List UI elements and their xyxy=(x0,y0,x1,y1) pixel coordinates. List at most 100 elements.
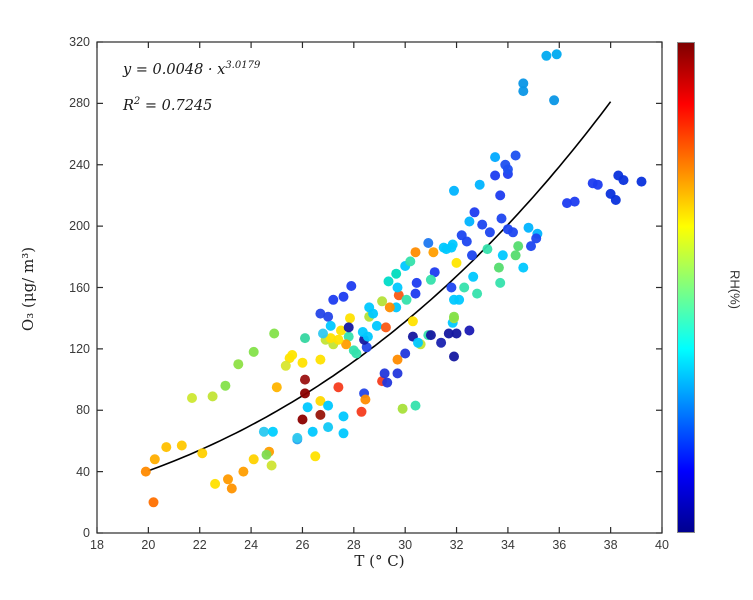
scatter-point xyxy=(477,219,488,230)
scatter-point xyxy=(315,396,326,406)
scatter-point xyxy=(307,426,318,437)
scatter-point xyxy=(459,282,470,293)
scatter-point xyxy=(461,236,472,247)
x-tick-label: 36 xyxy=(552,538,567,552)
scatter-point xyxy=(518,86,529,97)
scatter-point xyxy=(362,331,373,342)
scatter-point xyxy=(297,357,308,368)
scatter-point xyxy=(356,406,367,417)
scatter-point xyxy=(226,483,237,494)
scatter-point xyxy=(343,322,354,333)
scatter-point xyxy=(392,368,403,379)
scatter-point xyxy=(323,311,334,322)
scatter-point xyxy=(407,316,418,327)
scatter-point xyxy=(592,179,603,190)
x-tick-label: 30 xyxy=(398,538,413,552)
scatter-point xyxy=(423,238,434,248)
scatter-point xyxy=(428,247,439,258)
scatter-point xyxy=(425,330,436,341)
y-tick-label: 320 xyxy=(69,35,90,49)
scatter-point xyxy=(161,442,172,453)
scatter-point xyxy=(323,400,334,411)
x-tick-label: 20 xyxy=(141,538,156,552)
scatter-point xyxy=(371,320,382,331)
scatter-point xyxy=(562,198,572,209)
scatter-point xyxy=(401,294,412,305)
scatter-point xyxy=(233,359,244,370)
scatter-point xyxy=(318,328,328,339)
scatter-point xyxy=(490,170,501,181)
scatter-point xyxy=(496,213,507,224)
scatter-point xyxy=(315,308,326,319)
scatter-point xyxy=(368,308,379,319)
scatter-point xyxy=(140,466,151,477)
scatter-point xyxy=(410,247,421,258)
scatter-point xyxy=(446,282,457,293)
scatter-point xyxy=(280,360,291,371)
scatter-point xyxy=(541,50,552,61)
fit-equation-annotation: y = 0.0048 · x3.0179 R2 = 0.7245 xyxy=(123,50,260,122)
x-tick-label: 28 xyxy=(346,538,361,552)
scatter-point xyxy=(610,195,621,205)
scatter-point xyxy=(508,227,518,238)
scatter-point xyxy=(393,290,404,301)
scatter-point xyxy=(425,274,436,285)
y-tick-label: 200 xyxy=(69,219,90,234)
scatter-point xyxy=(410,400,421,411)
scatter-point xyxy=(383,276,394,287)
y-tick-label: 120 xyxy=(69,341,90,356)
scatter-point xyxy=(248,346,259,357)
scatter-point xyxy=(449,351,459,362)
scatter-point xyxy=(310,451,321,462)
scatter-point xyxy=(382,377,393,388)
scatter-point xyxy=(451,257,462,268)
scatter-point xyxy=(443,328,454,339)
x-tick-label: 18 xyxy=(90,538,104,552)
y-tick-label: 160 xyxy=(69,280,90,295)
scatter-point xyxy=(302,402,313,413)
scatter-point xyxy=(410,288,421,299)
scatter-point xyxy=(266,460,277,471)
x-tick-label: 24 xyxy=(244,538,259,552)
scatter-point xyxy=(618,175,629,186)
scatter-point xyxy=(510,250,521,261)
scatter-point xyxy=(300,333,310,344)
scatter-point xyxy=(297,414,308,425)
x-tick-label: 26 xyxy=(295,538,310,552)
scatter-point xyxy=(292,432,303,443)
scatter-point xyxy=(490,152,501,163)
scatter-point xyxy=(325,320,336,331)
scatter-point xyxy=(338,291,349,302)
scatter-point xyxy=(258,426,269,437)
scatter-point xyxy=(338,428,349,439)
scatter-point xyxy=(468,271,479,282)
x-tick-label: 22 xyxy=(192,538,207,552)
scatter-point xyxy=(269,328,280,339)
scatter-point xyxy=(346,281,357,291)
scatter-point xyxy=(271,382,282,393)
scatter-point xyxy=(549,95,560,106)
scatter-point xyxy=(392,282,403,293)
scatter-point xyxy=(238,466,249,477)
scatter-point xyxy=(333,382,344,393)
scatter-point xyxy=(405,256,416,267)
scatter-point xyxy=(513,241,524,252)
scatter-point xyxy=(187,393,197,403)
r-squared-line: R2 = 0.7245 xyxy=(123,95,213,114)
scatter-point xyxy=(441,244,452,255)
y-tick-label: 240 xyxy=(69,157,90,172)
scatter-point xyxy=(474,179,485,190)
scatter-point xyxy=(207,391,218,402)
scatter-point xyxy=(300,388,310,399)
y-tick-label: 280 xyxy=(69,96,90,111)
scatter-point xyxy=(384,302,395,313)
scatter-point xyxy=(267,426,278,437)
scatter-point xyxy=(328,294,339,305)
scatter-point xyxy=(451,328,462,339)
scatter-point xyxy=(336,325,346,336)
scatter-point xyxy=(315,409,326,420)
scatter-point xyxy=(341,339,352,350)
scatter-point xyxy=(149,454,160,465)
scatter-point xyxy=(210,478,221,489)
